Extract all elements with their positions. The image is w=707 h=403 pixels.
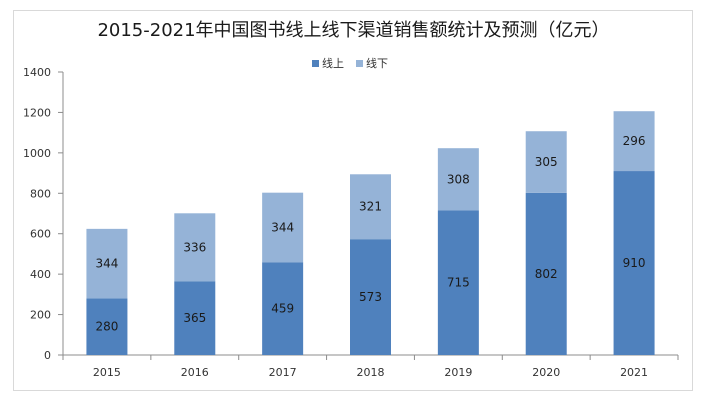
bar-online-2015 [86,298,128,355]
bar-online-2018 [350,239,391,355]
y-tick-label: 800 [30,187,51,200]
x-tick-label: 2020 [532,366,560,379]
legend-label-offline: 线下 [366,56,388,70]
data-label: 296 [623,134,646,148]
bar-online-2016 [174,281,216,355]
data-label: 573 [359,290,382,304]
data-label: 308 [447,172,470,186]
data-label: 715 [447,276,470,290]
bar-online-2021 [613,171,655,355]
chart-frame [13,10,693,391]
bar-offline-2015 [86,228,128,299]
y-tick-label: 400 [30,268,51,281]
chart-title: 2015-2021年中国图书线上线下渠道销售额统计及预测（亿元） [97,20,610,41]
x-tick-label: 2021 [620,366,648,379]
bar-online-2019 [437,210,479,355]
y-tick-label: 600 [30,228,51,241]
x-tick-label: 2017 [269,366,297,379]
data-label: 802 [535,267,558,281]
bar-offline-2016 [174,213,216,282]
x-tick-label: 2015 [93,366,121,379]
data-label: 459 [271,302,294,316]
bar-offline-2018 [350,174,391,240]
bar-online-2020 [525,192,567,355]
legend: 线上 线下 [312,56,388,70]
x-tick-label: 2018 [357,366,385,379]
data-label: 910 [623,256,646,270]
y-tick-label: 1200 [23,106,51,119]
bar-offline-2020 [525,131,567,193]
data-label: 344 [271,220,294,234]
data-label: 336 [183,240,206,254]
x-tick-label: 2016 [181,366,209,379]
data-label: 305 [535,155,558,169]
legend-swatch-offline [356,60,363,67]
data-label: 365 [183,311,206,325]
y-tick-label: 1000 [23,147,51,160]
bar-offline-2021 [613,111,655,172]
data-label: 321 [359,200,382,214]
x-tick-label: 2019 [444,366,472,379]
y-tick-label: 1400 [23,66,51,79]
data-label: 280 [95,320,118,334]
data-label: 344 [95,257,118,271]
legend-label-online: 线上 [322,56,344,70]
bar-offline-2017 [262,192,304,263]
legend-swatch-online [312,60,319,67]
y-tick-label: 200 [30,309,51,322]
bar-offline-2019 [437,148,479,211]
y-tick-label: 0 [44,349,51,362]
bars: 280 344 365 336 459 344 573 321 715 308 802 305 910 2… [86,111,655,355]
bar-online-2017 [262,262,304,355]
